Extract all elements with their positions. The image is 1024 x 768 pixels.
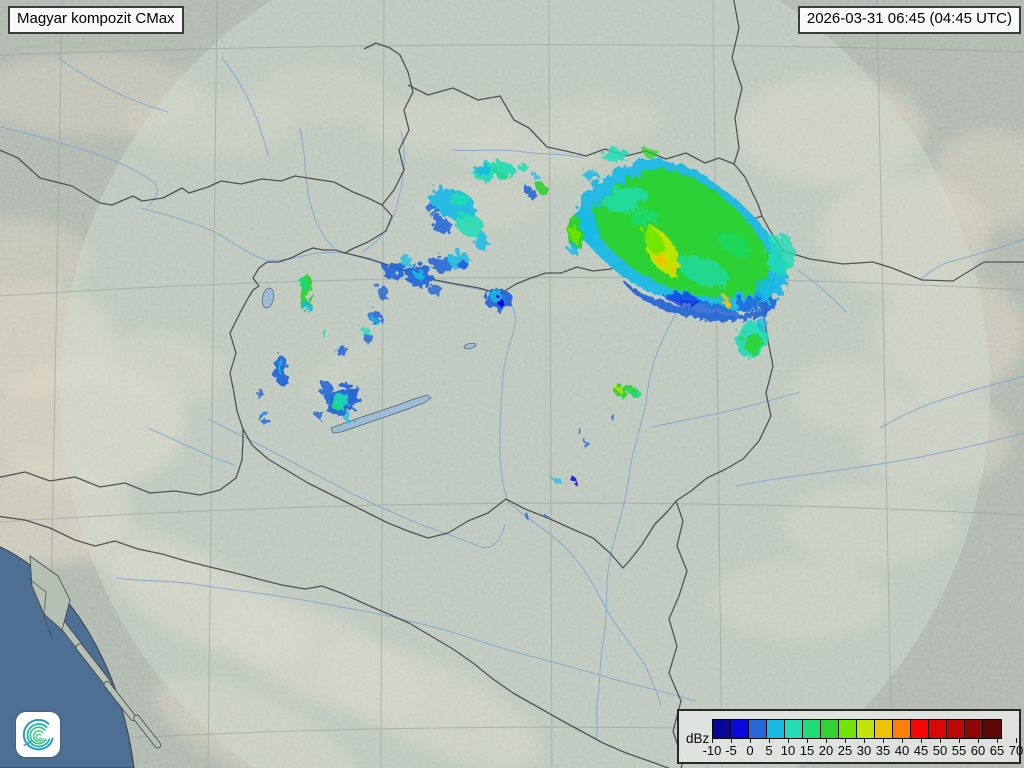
- legend-tick-mark: [769, 738, 770, 743]
- legend-unit-label: dBz: [686, 731, 710, 746]
- timestamp: 2026-03-31 06:45 (04:45 UTC): [806, 10, 1012, 27]
- echo-cells: [254, 157, 766, 516]
- legend-tick-mark: [959, 738, 960, 743]
- legend-tick-label: 50: [932, 743, 948, 758]
- product-title-box: Magyar kompozit CMax: [8, 6, 184, 34]
- lake-velence: [463, 342, 477, 350]
- legend-tick-mark: [750, 738, 751, 743]
- legend-color-cell: [749, 720, 767, 738]
- legend-tick-label: 70: [1008, 743, 1024, 758]
- legend-tick-label: 55: [951, 743, 967, 758]
- legend-color-cell: [911, 720, 929, 738]
- legend-tick-label: 40: [894, 743, 910, 758]
- legend-tick-label: 10: [780, 743, 796, 758]
- legend-tick-label: 35: [875, 743, 891, 758]
- legend-color-cell: [767, 720, 785, 738]
- lakes: [261, 287, 477, 434]
- legend-color-cell: [731, 720, 749, 738]
- legend-tick-mark: [921, 738, 922, 743]
- radar-echoes: [254, 145, 793, 516]
- rivers: [0, 57, 1024, 741]
- legend-tick-mark: [712, 738, 713, 743]
- legend-color-cell: [929, 720, 947, 738]
- legend-tick-label: 45: [913, 743, 929, 758]
- legend-tick-mark: [1016, 738, 1017, 743]
- legend-tick-label: 20: [818, 743, 834, 758]
- legend-tick-mark: [731, 738, 732, 743]
- legend-tick-label: 30: [856, 743, 872, 758]
- legend-color-cell: [857, 720, 875, 738]
- legend-colorbar: [712, 719, 1002, 739]
- legend-color-cell: [839, 720, 857, 738]
- legend-color-cell: [803, 720, 821, 738]
- legend-tick-mark: [826, 738, 827, 743]
- legend-color-cell: [983, 720, 1001, 738]
- hungaromet-logo: [16, 712, 60, 757]
- reflectivity-legend: dBz -10 -5 0 5 10 15 20 25 30 35 40 45 50 55 60 65 70: [677, 709, 1024, 764]
- legend-tick-label: -5: [725, 743, 737, 758]
- legend-color-cell: [785, 720, 803, 738]
- legend-tick-label: 65: [989, 743, 1005, 758]
- legend-tick-label: 25: [837, 743, 853, 758]
- legend-color-cell: [875, 720, 893, 738]
- legend-tick-label: 0: [746, 743, 754, 758]
- legend-tick-mark: [788, 738, 789, 743]
- legend-tick-mark: [883, 738, 884, 743]
- legend-tick-label: 5: [765, 743, 773, 758]
- legend-color-cell: [821, 720, 839, 738]
- legend-tick-label: 60: [970, 743, 986, 758]
- water-features: [0, 57, 1024, 768]
- lake-ferto: [261, 287, 275, 309]
- legend-tick-mark: [902, 738, 903, 743]
- timestamp-box: 2026-03-31 06:45 (04:45 UTC): [797, 6, 1021, 34]
- legend-color-cell: [713, 720, 731, 738]
- adriatic-islands: [29, 555, 162, 749]
- legend-tick-label: -10: [702, 743, 722, 758]
- legend-color-cell: [893, 720, 911, 738]
- legend-tick-mark: [940, 738, 941, 743]
- product-title: Magyar kompozit CMax: [17, 10, 175, 27]
- legend-tick-mark: [845, 738, 846, 743]
- echo-main-northeast: [572, 145, 793, 318]
- legend-tick-mark: [807, 738, 808, 743]
- legend-tick-mark: [864, 738, 865, 743]
- legend-tick-mark: [978, 738, 979, 743]
- lake-balaton: [330, 394, 432, 434]
- spiral-logo-icon: [22, 718, 54, 750]
- legend-color-cell: [965, 720, 983, 738]
- legend-color-cell: [947, 720, 965, 738]
- legend-tick-mark: [997, 738, 998, 743]
- legend-tick-label: 15: [799, 743, 815, 758]
